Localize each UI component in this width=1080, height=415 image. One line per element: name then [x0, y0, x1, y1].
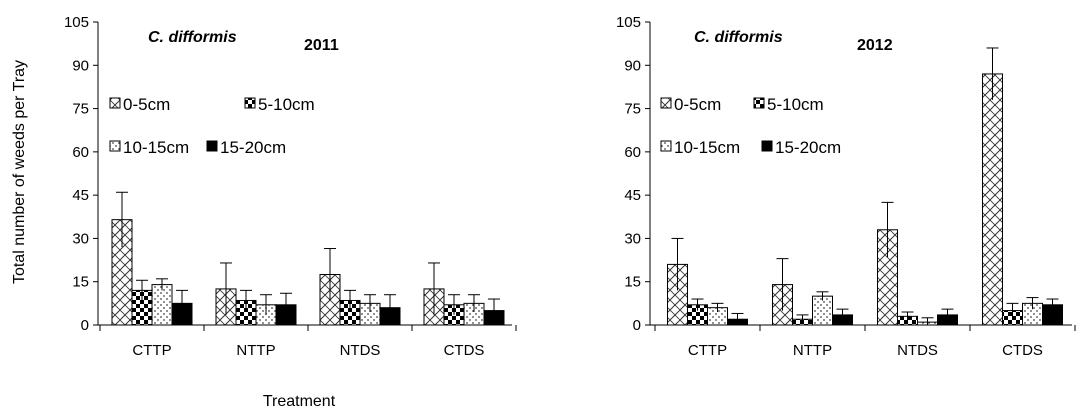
y-tick-label: 30 — [72, 230, 89, 247]
x-axis-title: Treatment — [263, 393, 336, 410]
x-tick-label: CTTP — [688, 342, 727, 359]
x-tick-label: NTDS — [897, 342, 938, 359]
legend-label: 15-20cm — [220, 138, 286, 157]
bar — [982, 73, 1003, 326]
y-tick-label: 0 — [81, 317, 89, 334]
y-tick-label: 90 — [624, 57, 641, 74]
legend-swatch — [753, 97, 765, 109]
y-tick-label: 0 — [633, 317, 641, 334]
legend-label: 0-5cm — [123, 95, 170, 114]
chart-species-title: C. difformis — [694, 29, 783, 46]
x-tick-label: NTTP — [793, 342, 832, 359]
x-tick-label: CTDS — [1002, 342, 1043, 359]
chart-2011: 0 15 30 45 60 75 90 105 CTTP NTTP NTDS CTDS C. diffo… — [64, 14, 517, 359]
legend-label: 10-15cm — [123, 138, 189, 157]
legend-label: 10-15cm — [674, 138, 740, 157]
y-tick-label: 90 — [72, 57, 89, 74]
chart-2012: 0 15 30 45 60 75 90 105 CTTP NTTP NTDS CTDS C. diffo… — [616, 14, 1076, 359]
legend-label: 15-20cm — [775, 138, 841, 157]
bar — [151, 284, 173, 326]
legend-swatch — [109, 140, 121, 152]
y-tick-label: 45 — [624, 187, 641, 204]
y-tick-label: 105 — [616, 14, 641, 31]
y-tick-label: 60 — [624, 144, 641, 161]
x-tick-label: CTDS — [444, 342, 485, 359]
chart-year-title: 2012 — [857, 37, 893, 54]
legend-label: 0-5cm — [674, 95, 721, 114]
legend-swatch — [244, 97, 256, 109]
y-tick-label: 105 — [64, 14, 89, 31]
legend-swatch — [761, 140, 773, 152]
chart-year-title: 2011 — [304, 37, 339, 54]
y-tick-label: 75 — [624, 101, 641, 118]
legend-swatch — [660, 140, 672, 152]
chart-species-title: C. difformis — [148, 29, 237, 46]
x-tick-label: NTTP — [236, 342, 275, 359]
x-tick-label: CTTP — [132, 342, 171, 359]
y-tick-label: 15 — [624, 274, 641, 291]
y-axis-title: Total number of weeds per Tray — [11, 60, 28, 284]
y-tick-label: 60 — [72, 144, 89, 161]
legend-label: 5-10cm — [258, 95, 315, 114]
y-tick-label: 45 — [72, 187, 89, 204]
legend-swatch — [206, 140, 218, 152]
x-tick-label: NTDS — [340, 342, 381, 359]
legend-swatch — [660, 97, 672, 109]
legend-label: 5-10cm — [767, 95, 824, 114]
y-tick-label: 75 — [72, 101, 89, 118]
legend-swatch — [109, 97, 121, 109]
y-tick-label: 15 — [72, 274, 89, 291]
y-tick-label: 30 — [624, 230, 641, 247]
